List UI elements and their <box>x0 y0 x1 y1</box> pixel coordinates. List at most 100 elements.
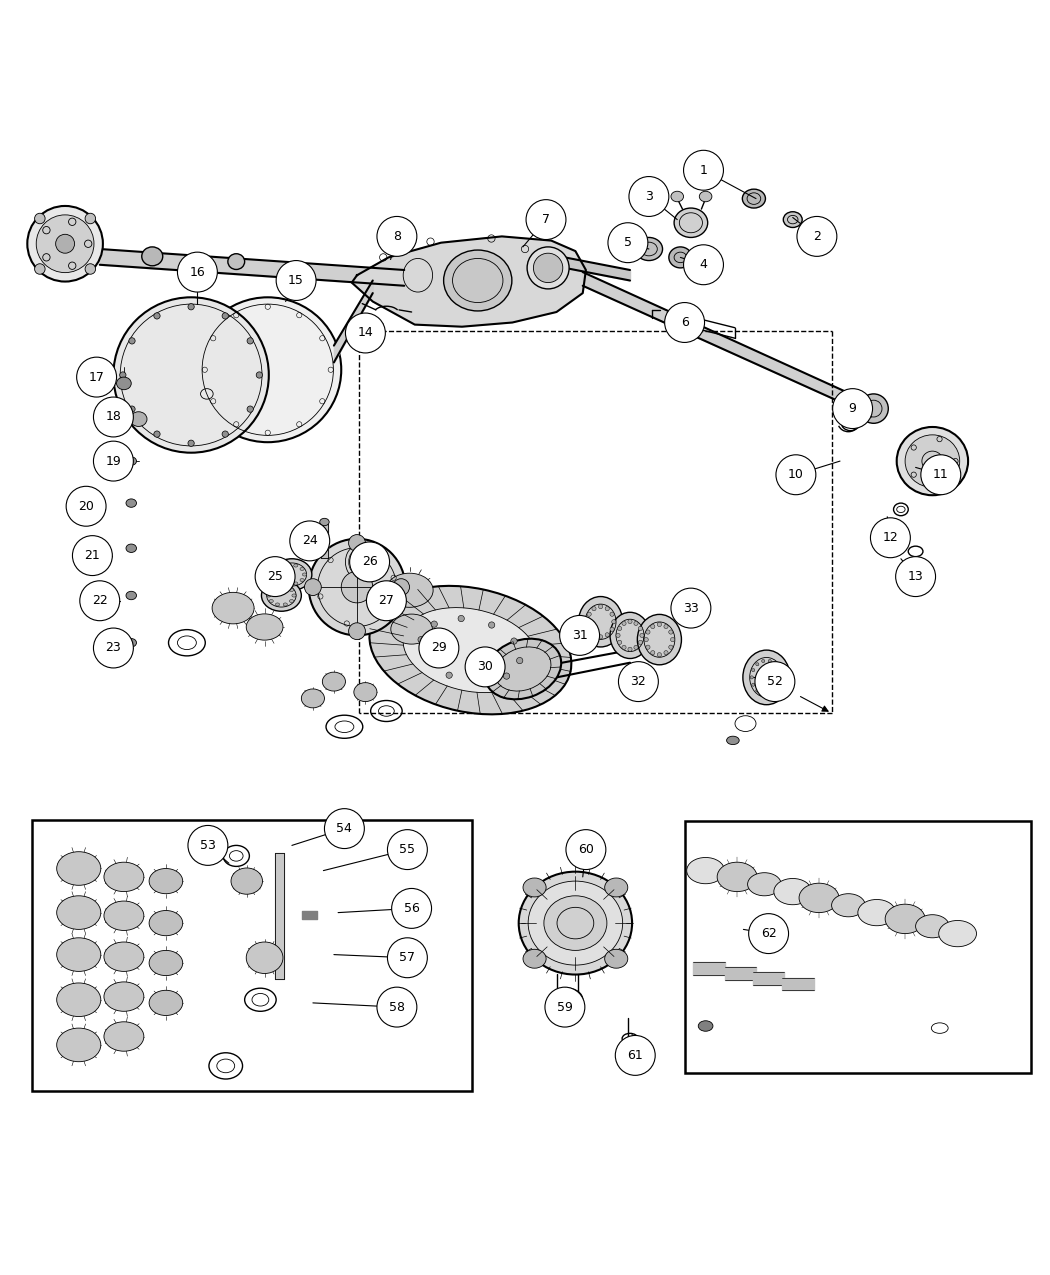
Text: 9: 9 <box>848 402 857 416</box>
Ellipse shape <box>669 630 673 634</box>
Ellipse shape <box>261 580 301 611</box>
Text: 18: 18 <box>105 411 122 423</box>
Ellipse shape <box>628 620 632 623</box>
Ellipse shape <box>129 405 135 412</box>
Ellipse shape <box>778 683 781 686</box>
Text: 16: 16 <box>189 265 206 279</box>
Ellipse shape <box>142 247 163 265</box>
Ellipse shape <box>443 250 512 311</box>
Ellipse shape <box>587 627 591 631</box>
Circle shape <box>93 629 133 668</box>
Ellipse shape <box>370 586 571 714</box>
Ellipse shape <box>748 872 781 896</box>
Circle shape <box>671 588 711 629</box>
Ellipse shape <box>284 585 288 588</box>
Text: 8: 8 <box>393 230 401 244</box>
Ellipse shape <box>290 599 294 603</box>
Text: 21: 21 <box>84 550 100 562</box>
Ellipse shape <box>35 213 45 223</box>
Ellipse shape <box>300 579 304 581</box>
Ellipse shape <box>57 983 101 1016</box>
Ellipse shape <box>622 645 626 649</box>
Ellipse shape <box>605 632 609 638</box>
Ellipse shape <box>126 456 136 465</box>
Text: 60: 60 <box>578 843 594 856</box>
Ellipse shape <box>750 676 754 680</box>
Ellipse shape <box>769 692 772 695</box>
Ellipse shape <box>612 620 616 623</box>
Ellipse shape <box>592 632 596 638</box>
Ellipse shape <box>246 613 284 640</box>
Ellipse shape <box>294 564 298 567</box>
Ellipse shape <box>617 640 622 644</box>
Ellipse shape <box>277 572 281 576</box>
Ellipse shape <box>149 910 183 936</box>
Ellipse shape <box>634 621 638 626</box>
Text: 11: 11 <box>933 468 949 481</box>
Ellipse shape <box>598 635 603 639</box>
Ellipse shape <box>104 1021 144 1051</box>
Text: 33: 33 <box>682 602 699 615</box>
Ellipse shape <box>727 736 739 745</box>
Ellipse shape <box>247 338 253 344</box>
Text: 29: 29 <box>430 641 447 654</box>
Ellipse shape <box>605 878 628 896</box>
Ellipse shape <box>698 1021 713 1031</box>
Ellipse shape <box>57 852 101 885</box>
Text: 59: 59 <box>556 1001 573 1014</box>
Ellipse shape <box>301 688 324 708</box>
Ellipse shape <box>300 567 304 570</box>
Ellipse shape <box>651 625 655 629</box>
Ellipse shape <box>267 594 271 597</box>
Ellipse shape <box>284 603 288 606</box>
Ellipse shape <box>231 868 262 894</box>
Ellipse shape <box>610 627 614 631</box>
Text: 12: 12 <box>882 532 898 544</box>
Ellipse shape <box>528 881 623 965</box>
Text: 32: 32 <box>630 674 646 688</box>
Ellipse shape <box>120 372 126 379</box>
Bar <box>32 820 473 1091</box>
Text: 58: 58 <box>388 1001 405 1014</box>
Ellipse shape <box>646 630 650 634</box>
Ellipse shape <box>622 621 626 626</box>
Ellipse shape <box>154 312 161 319</box>
Ellipse shape <box>779 676 783 680</box>
Ellipse shape <box>393 579 410 595</box>
Ellipse shape <box>126 592 136 599</box>
Ellipse shape <box>275 585 279 588</box>
Ellipse shape <box>605 607 609 611</box>
Text: 4: 4 <box>699 259 708 272</box>
Ellipse shape <box>485 639 561 699</box>
Text: 5: 5 <box>624 236 632 249</box>
Ellipse shape <box>533 254 563 283</box>
Ellipse shape <box>149 950 183 975</box>
Ellipse shape <box>671 638 675 641</box>
Ellipse shape <box>275 603 279 606</box>
Circle shape <box>684 245 723 284</box>
Ellipse shape <box>286 581 290 585</box>
Text: 30: 30 <box>477 660 493 673</box>
Circle shape <box>255 557 295 597</box>
Ellipse shape <box>761 659 764 663</box>
Ellipse shape <box>85 213 96 223</box>
Ellipse shape <box>126 639 136 646</box>
Ellipse shape <box>319 519 330 525</box>
Text: 17: 17 <box>88 371 105 384</box>
Ellipse shape <box>637 615 681 664</box>
Ellipse shape <box>774 688 777 692</box>
Ellipse shape <box>322 672 345 691</box>
Ellipse shape <box>57 938 101 972</box>
Ellipse shape <box>279 567 284 570</box>
Circle shape <box>290 521 330 561</box>
Text: 52: 52 <box>766 674 783 688</box>
Ellipse shape <box>423 655 429 662</box>
Ellipse shape <box>511 638 518 644</box>
Ellipse shape <box>644 638 648 641</box>
Ellipse shape <box>778 668 781 672</box>
Ellipse shape <box>671 191 684 201</box>
Ellipse shape <box>272 558 312 590</box>
Circle shape <box>566 830 606 870</box>
Circle shape <box>833 389 873 428</box>
Ellipse shape <box>523 950 546 968</box>
